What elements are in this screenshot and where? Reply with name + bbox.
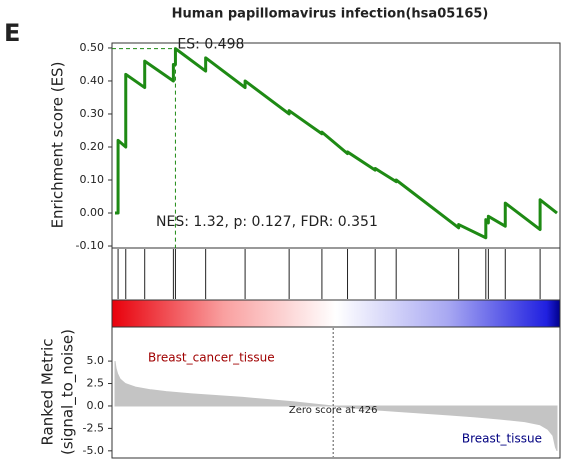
chart-title: Human papillomavirus infection(hsa05165) bbox=[172, 7, 489, 22]
y-tick-label: 0.30 bbox=[80, 107, 105, 120]
zero-cross-label: Zero score at 426 bbox=[289, 405, 378, 416]
y-axis-label: Ranked Metric bbox=[39, 338, 57, 445]
y-axis-label: Enrichment score (ES) bbox=[49, 62, 67, 229]
y-tick-label: 0.40 bbox=[80, 74, 105, 87]
y-tick-label: 0.10 bbox=[80, 173, 105, 186]
y-tick-label: 0.50 bbox=[80, 41, 105, 54]
es-stats: NES: 1.32, p: 0.127, FDR: 0.351 bbox=[156, 214, 378, 230]
metric-frame bbox=[111, 326, 561, 459]
y-tick-label: -0.10 bbox=[76, 239, 104, 252]
es-peak-label: ES: 0.498 bbox=[177, 37, 244, 53]
y-tick-label: 2.5 bbox=[87, 377, 105, 390]
pos-label: Breast_cancer_tissue bbox=[148, 351, 275, 365]
y-tick-label: -2.5 bbox=[83, 421, 104, 434]
y-tick-label: 5.0 bbox=[87, 354, 105, 367]
y-tick-label: -5.0 bbox=[83, 444, 104, 457]
neg-label: Breast_tissue bbox=[462, 432, 542, 446]
panel-label: E bbox=[4, 19, 20, 47]
hits-frame bbox=[111, 247, 561, 301]
rank-heatmap bbox=[111, 299, 561, 328]
y-tick-label: 0.0 bbox=[87, 399, 105, 412]
y-tick-label: 0.00 bbox=[80, 206, 105, 219]
es-line bbox=[115, 47, 558, 240]
y-axis-label: (signal_to_noise) bbox=[59, 329, 78, 455]
y-tick-label: 0.20 bbox=[80, 140, 105, 153]
